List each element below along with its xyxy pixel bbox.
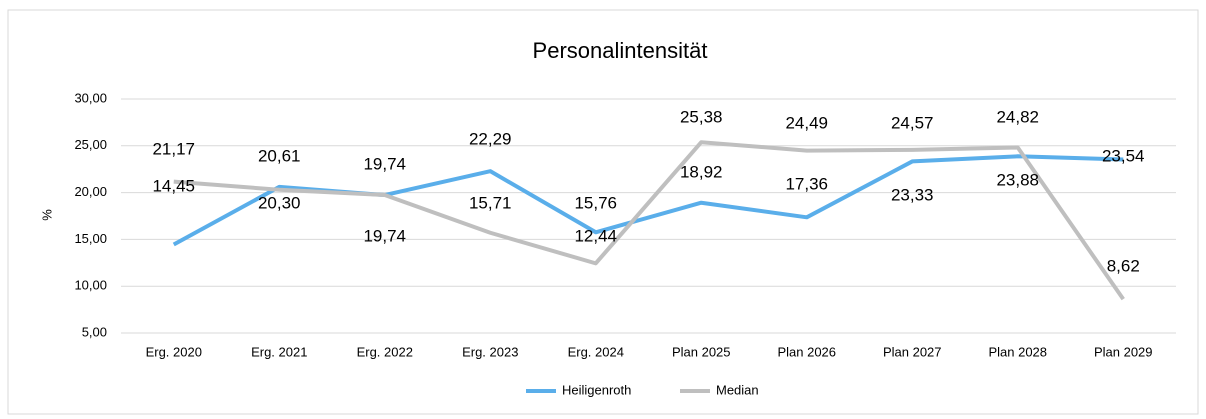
data-label: 23,33 (891, 185, 934, 204)
data-label: 21,17 (152, 139, 195, 158)
chart-frame (7, 9, 1199, 415)
y-tick-label: 30,00 (74, 90, 107, 105)
data-label: 14,45 (152, 176, 195, 195)
data-label: 25,38 (680, 107, 723, 126)
x-tick-label: Plan 2029 (1094, 344, 1153, 359)
y-tick-label: 10,00 (74, 278, 107, 293)
data-label: 15,76 (574, 193, 617, 212)
data-label: 23,88 (996, 170, 1039, 189)
data-label: 15,71 (469, 193, 512, 212)
data-label: 19,74 (363, 154, 406, 173)
data-label: 19,74 (363, 226, 406, 245)
x-tick-label: Erg. 2024 (568, 344, 624, 359)
x-tick-label: Erg. 2020 (146, 344, 202, 359)
data-label: 18,92 (680, 162, 723, 181)
y-tick-label: 25,00 (74, 137, 107, 152)
data-label: 24,57 (891, 113, 934, 132)
legend-label: Median (716, 382, 759, 397)
y-tick-label: 5,00 (82, 324, 107, 339)
x-tick-label: Erg. 2021 (251, 344, 307, 359)
x-tick-label: Erg. 2023 (462, 344, 518, 359)
x-tick-label: Plan 2027 (883, 344, 942, 359)
data-label: 22,29 (469, 129, 512, 148)
x-tick-label: Plan 2025 (672, 344, 731, 359)
data-label: 8,62 (1107, 256, 1140, 275)
data-label: 24,49 (785, 113, 828, 132)
x-tick-label: Plan 2028 (988, 344, 1047, 359)
x-tick-label: Erg. 2022 (357, 344, 413, 359)
x-tick-label: Plan 2026 (777, 344, 836, 359)
data-label: 12,44 (574, 226, 617, 245)
data-label: 20,30 (258, 193, 301, 212)
y-tick-label: 20,00 (74, 184, 107, 199)
y-tick-label: 15,00 (74, 231, 107, 246)
data-label: 17,36 (785, 174, 828, 193)
data-label: 24,82 (996, 107, 1039, 126)
chart-title: Personalintensität (533, 38, 708, 63)
data-label: 23,54 (1102, 146, 1145, 165)
y-axis-label: % (39, 209, 54, 221)
data-label: 20,61 (258, 146, 301, 165)
series-line (173, 140, 1125, 301)
legend-label: Heiligenroth (562, 382, 631, 397)
